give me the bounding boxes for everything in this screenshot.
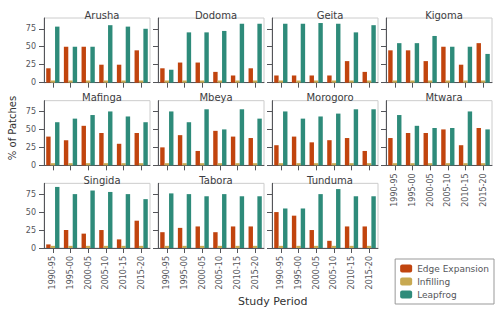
svg-text:2005-10: 2005-10	[101, 256, 110, 289]
svg-text:Edge Expansion: Edge Expansion	[417, 264, 489, 274]
svg-text:50: 50	[26, 208, 36, 217]
svg-text:1995-00: 1995-00	[180, 256, 189, 289]
svg-text:0: 0	[31, 244, 36, 253]
svg-text:1990-95: 1990-95	[276, 256, 285, 289]
svg-text:1995-00: 1995-00	[66, 256, 75, 289]
svg-text:2015-20: 2015-20	[137, 256, 146, 289]
svg-text:25: 25	[26, 226, 36, 235]
svg-text:Tabora: Tabora	[198, 175, 232, 186]
svg-text:2005-10: 2005-10	[215, 256, 224, 289]
svg-text:2010-15: 2010-15	[461, 173, 470, 206]
svg-text:Morogoro: Morogoro	[306, 92, 353, 103]
svg-text:2015-20: 2015-20	[251, 256, 260, 289]
svg-text:2015-20: 2015-20	[479, 173, 488, 206]
svg-text:1990-95: 1990-95	[48, 256, 57, 289]
svg-text:2000-05: 2000-05	[84, 256, 93, 289]
svg-text:50: 50	[26, 42, 36, 51]
svg-text:2000-05: 2000-05	[198, 256, 207, 289]
svg-text:2005-10: 2005-10	[329, 256, 338, 289]
svg-text:1995-00: 1995-00	[294, 256, 303, 289]
svg-text:75: 75	[26, 107, 36, 116]
svg-text:Geita: Geita	[317, 10, 344, 21]
svg-text:% of Patches: % of Patches	[7, 96, 18, 160]
svg-text:Singida: Singida	[83, 175, 120, 186]
svg-text:Mafinga: Mafinga	[82, 92, 122, 103]
svg-text:2000-05: 2000-05	[312, 256, 321, 289]
svg-text:2000-05: 2000-05	[426, 173, 435, 206]
svg-text:0: 0	[31, 161, 36, 170]
svg-text:25: 25	[26, 143, 36, 152]
svg-text:1990-95: 1990-95	[162, 256, 171, 289]
svg-text:2010-15: 2010-15	[347, 256, 356, 289]
svg-text:1995-00: 1995-00	[408, 173, 417, 206]
svg-text:25: 25	[26, 60, 36, 69]
svg-text:Tunduma: Tunduma	[306, 175, 353, 186]
svg-text:Infilling: Infilling	[417, 277, 450, 287]
svg-text:75: 75	[26, 190, 36, 199]
svg-text:Leapfrog: Leapfrog	[417, 290, 457, 300]
svg-text:Kigoma: Kigoma	[425, 10, 463, 21]
svg-text:Mtwara: Mtwara	[425, 92, 462, 103]
svg-text:1990-95: 1990-95	[390, 173, 399, 206]
svg-text:2010-15: 2010-15	[233, 256, 242, 289]
svg-text:Mbeya: Mbeya	[199, 92, 232, 103]
svg-text:75: 75	[26, 24, 36, 33]
svg-text:0: 0	[31, 78, 36, 87]
svg-text:2015-20: 2015-20	[365, 256, 374, 289]
svg-text:Arusha: Arusha	[85, 10, 120, 21]
svg-text:2005-10: 2005-10	[443, 173, 452, 206]
svg-text:2010-15: 2010-15	[119, 256, 128, 289]
svg-text:Dodoma: Dodoma	[195, 10, 237, 21]
svg-text:Study Period: Study Period	[238, 295, 308, 308]
svg-text:50: 50	[26, 125, 36, 134]
